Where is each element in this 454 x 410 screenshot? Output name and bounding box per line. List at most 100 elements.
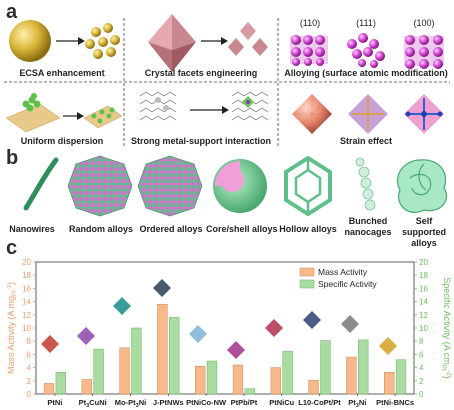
panel-a: a (0, 0, 454, 150)
particle-thumbnail (341, 315, 359, 333)
legend-swatch-mass (299, 267, 315, 277)
panel-b-label: b (6, 147, 19, 169)
octahedron-large (148, 14, 196, 72)
panel-b: b (0, 147, 454, 248)
bar-specific-activity (244, 388, 255, 395)
self-supported-shape (396, 159, 448, 213)
caption-alloying: Alloying (surface atomic modification) (284, 68, 448, 78)
panel-c: c 0 2 4 6 8 10 12 14 16 18 20 0 2 4 6 8 10 12 14 16 18 20 Mass… (0, 236, 454, 410)
strain-octahedron-middle (348, 94, 388, 134)
bar-specific-activity (320, 340, 331, 395)
left-tick-label: 6 (27, 350, 32, 359)
legend-label-mass: Mass Activity (318, 267, 368, 277)
bar-mass-activity (270, 367, 281, 395)
bar-specific-activity (131, 327, 142, 395)
facet-100-cluster (404, 35, 444, 69)
right-tick-label: 16 (419, 284, 428, 293)
panel-a-label: a (6, 1, 18, 23)
bar-mass-activity (119, 347, 130, 395)
ordered-alloy-shape (137, 155, 203, 217)
label-bunched-nanocages: Bunched nanocages (344, 216, 392, 237)
bunched-nanocages-shape (355, 157, 376, 211)
core-shell-shape (213, 159, 267, 213)
caption-facets: Crystal facets engineering (144, 68, 258, 78)
green-cluster-left (22, 93, 41, 112)
label-nanowires: Nanowires (9, 224, 55, 234)
bar-specific-activity (358, 339, 369, 395)
facet-label-110: (110) (299, 18, 321, 28)
left-tick-label: 14 (22, 298, 31, 307)
particle-thumbnail (113, 297, 131, 315)
label-random-alloys: Random alloys (68, 224, 133, 234)
caption-ecsa: ECSA enhancement (19, 68, 105, 78)
facet-label-100: (100) (413, 18, 435, 28)
strain-octahedron-right (404, 94, 444, 134)
green-dots-right (91, 107, 115, 124)
bar-mass-activity (232, 364, 244, 395)
bar-specific-activity (206, 360, 218, 395)
particle-thumbnail (41, 335, 59, 353)
graphene-left (139, 91, 177, 121)
label-hollow-alloys: Hollow alloys (279, 224, 337, 234)
category-label: L10-CoPt/Pt (298, 398, 341, 407)
legend-label-specific: Specific Activity (318, 279, 377, 289)
particle-thumbnail (77, 327, 95, 345)
label-self-supported: Self supported alloys (402, 216, 446, 248)
facet-110-cluster (290, 35, 328, 66)
bar-mass-activity (308, 379, 319, 395)
particle-thumbnail (227, 341, 245, 359)
hollow-alloy-shape (284, 155, 332, 217)
right-tick-label: 4 (419, 364, 424, 373)
left-tick-label: 10 (22, 324, 31, 333)
bar-specific-activity (169, 317, 180, 395)
left-tick-label: 16 (22, 284, 31, 293)
particle-thumbnail (189, 325, 207, 343)
label-ordered-alloys: Ordered alloys (139, 224, 203, 234)
panel-b-graphics (23, 155, 448, 217)
right-tick-label: 10 (419, 324, 428, 333)
left-axis-title: Mass Activity (A mgPt-1) (6, 282, 18, 374)
big-gold-sphere (9, 20, 51, 62)
legend-swatch-specific (299, 279, 315, 289)
particle-thumbnail (153, 279, 171, 297)
category-label: J-PtNWs (153, 398, 184, 407)
activity-chart: 0 2 4 6 8 10 12 14 16 18 20 0 2 4 6 8 10 12 14 16 18 20 Mass A… (6, 258, 452, 409)
right-tick-label: 6 (419, 350, 424, 359)
panel-a-graphics (4, 14, 450, 146)
bar-mass-activity (346, 356, 357, 395)
strain-octahedron-left (292, 94, 332, 134)
left-tick-label: 8 (27, 337, 32, 346)
right-tick-label: 12 (419, 311, 428, 320)
caption-msi: Strong metal-support interaction (130, 136, 271, 146)
particle-thumbnail (379, 337, 397, 355)
bar-mass-activity (43, 383, 55, 395)
bar-specific-activity (282, 350, 293, 395)
random-alloy-shape (67, 155, 133, 217)
caption-dispersion: Uniform dispersion (20, 136, 104, 146)
facet-111-cluster (347, 33, 385, 68)
particle-thumbnail (303, 311, 321, 329)
particle-thumbnail (265, 319, 283, 337)
bar-specific-activity (395, 359, 407, 395)
left-tick-label: 18 (22, 271, 31, 280)
left-tick-label: 0 (27, 390, 32, 399)
category-label: PtPb/Pt (231, 398, 258, 407)
small-gold-spheres (85, 23, 120, 59)
category-label: PtNiCo-NW (186, 398, 227, 407)
right-tick-label: 0 (419, 390, 424, 399)
bar-mass-activity (81, 379, 92, 395)
bar-mass-activity (157, 303, 168, 395)
octahedron-small (228, 22, 268, 56)
category-label: PtNi-BNCs (376, 398, 414, 407)
right-tick-label: 18 (419, 271, 428, 280)
right-tick-label: 14 (419, 298, 428, 307)
left-tick-label: 4 (27, 364, 32, 373)
left-tick-label: 20 (22, 258, 31, 267)
category-label: PtNi (47, 398, 62, 407)
right-tick-label: 20 (419, 258, 428, 267)
caption-strain: Strain effect (339, 136, 392, 146)
bar-specific-activity (55, 371, 66, 395)
right-tick-label: 8 (419, 337, 424, 346)
category-label: Mo-Pt3Ni (115, 398, 146, 409)
category-label: Pt3CuNi (79, 398, 107, 409)
